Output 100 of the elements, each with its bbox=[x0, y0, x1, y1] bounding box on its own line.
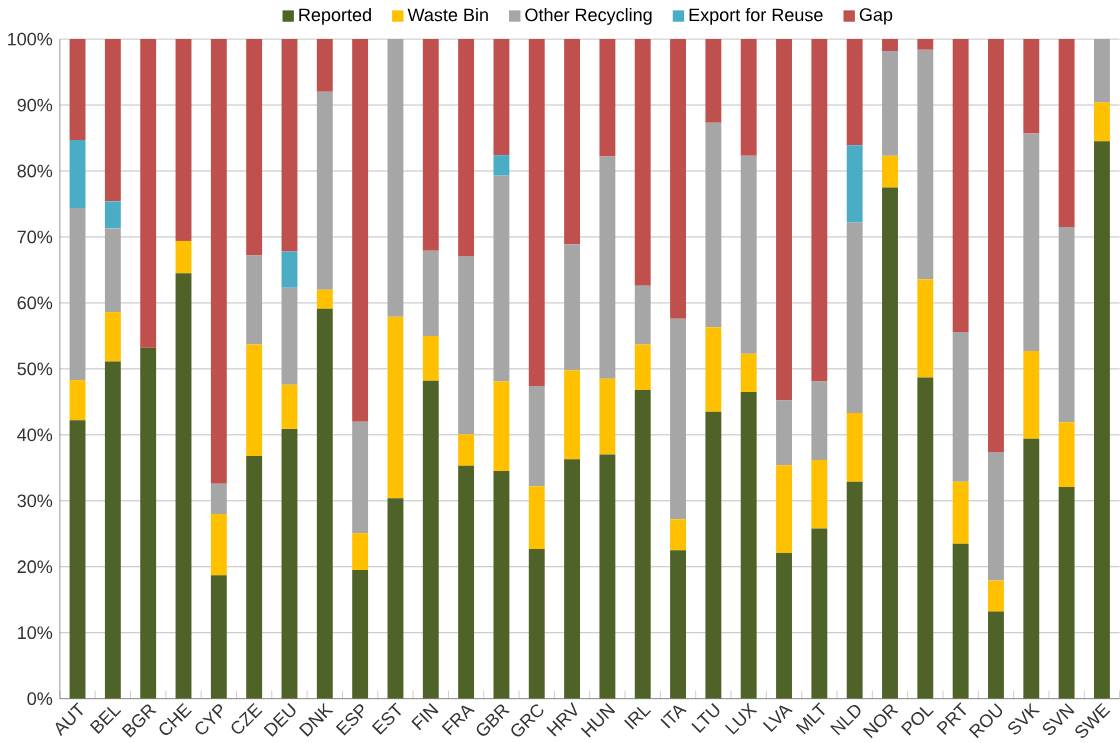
bar bbox=[281, 251, 298, 288]
bar bbox=[210, 513, 227, 576]
bar bbox=[988, 39, 1004, 452]
bar bbox=[281, 384, 298, 429]
bar bbox=[564, 370, 581, 460]
bar bbox=[776, 400, 792, 466]
bar bbox=[104, 361, 121, 699]
bar bbox=[776, 39, 792, 401]
bar bbox=[1093, 102, 1110, 142]
bar bbox=[175, 39, 192, 241]
bar bbox=[458, 465, 475, 699]
bar bbox=[1023, 133, 1040, 352]
x-tick-label: LTU bbox=[691, 703, 720, 733]
bar bbox=[352, 533, 369, 571]
bar bbox=[740, 155, 757, 354]
bar bbox=[846, 145, 863, 223]
bar bbox=[634, 344, 651, 390]
bar bbox=[387, 498, 404, 699]
bar bbox=[846, 39, 863, 146]
bar bbox=[599, 378, 616, 455]
legend-label: Waste Bin bbox=[407, 8, 488, 22]
bar bbox=[599, 454, 616, 699]
bar bbox=[493, 381, 510, 472]
bar bbox=[316, 289, 333, 309]
bar bbox=[1058, 39, 1075, 228]
x-tick-label: BEL bbox=[89, 706, 122, 734]
bar bbox=[917, 49, 934, 280]
bar bbox=[670, 39, 686, 319]
legend-label: Reported bbox=[299, 8, 371, 25]
bar bbox=[1058, 227, 1075, 423]
bar bbox=[210, 39, 227, 484]
bar bbox=[846, 413, 863, 482]
bar bbox=[705, 39, 722, 123]
x-tick-label: FRA bbox=[441, 705, 475, 736]
bar bbox=[104, 39, 121, 202]
y-tick-label: 100% bbox=[8, 32, 53, 46]
bar bbox=[69, 39, 86, 141]
bar bbox=[281, 428, 298, 699]
bar bbox=[493, 39, 510, 156]
bar bbox=[493, 175, 510, 382]
bar bbox=[387, 316, 404, 499]
bar bbox=[175, 273, 192, 699]
bar bbox=[316, 39, 333, 92]
bar bbox=[564, 459, 581, 699]
bar bbox=[634, 389, 651, 699]
bar bbox=[705, 122, 722, 328]
bar bbox=[210, 575, 227, 699]
bar bbox=[458, 434, 475, 466]
x-tick-label: IRL bbox=[624, 706, 652, 730]
legend-label: Gap bbox=[859, 8, 893, 25]
bar bbox=[882, 187, 898, 699]
bar bbox=[670, 550, 686, 699]
bar bbox=[988, 611, 1004, 699]
bar bbox=[1023, 39, 1040, 134]
bar bbox=[316, 91, 333, 290]
x-tick-label: FIN bbox=[411, 703, 439, 731]
y-tick-label: 70% bbox=[17, 230, 53, 244]
bar bbox=[69, 380, 86, 421]
bar bbox=[458, 256, 475, 435]
bar bbox=[740, 391, 757, 699]
bar bbox=[422, 250, 439, 336]
bar bbox=[175, 240, 192, 274]
bar bbox=[246, 344, 263, 456]
bar bbox=[988, 451, 1004, 581]
bar bbox=[1058, 422, 1075, 487]
legend-label: Other Recycling bbox=[525, 8, 652, 25]
bar bbox=[811, 528, 828, 699]
y-tick-label: 60% bbox=[17, 296, 53, 310]
bar bbox=[882, 155, 898, 188]
bar bbox=[422, 335, 439, 381]
bar bbox=[705, 411, 722, 699]
y-tick-label: 20% bbox=[17, 560, 53, 574]
bar bbox=[69, 207, 86, 381]
bar bbox=[846, 222, 863, 414]
bar bbox=[811, 381, 828, 460]
bar bbox=[564, 39, 581, 245]
x-tick-label: LVA bbox=[762, 705, 793, 733]
bar bbox=[599, 156, 616, 379]
bar bbox=[1093, 141, 1110, 699]
bar bbox=[458, 39, 475, 257]
bar bbox=[104, 201, 121, 229]
bar bbox=[705, 327, 722, 412]
bar bbox=[634, 285, 651, 345]
y-tick-label: 10% bbox=[18, 626, 53, 640]
bar bbox=[952, 481, 969, 544]
bar bbox=[1058, 486, 1075, 699]
bar bbox=[493, 471, 510, 699]
bar bbox=[422, 380, 439, 699]
bar bbox=[104, 228, 121, 313]
bar bbox=[69, 140, 86, 208]
bar bbox=[69, 420, 86, 699]
y-tick-label: 30% bbox=[17, 494, 53, 508]
bar bbox=[952, 39, 969, 332]
bar bbox=[1023, 438, 1040, 699]
bar bbox=[740, 353, 757, 392]
bar bbox=[988, 580, 1004, 612]
y-tick-label: 50% bbox=[17, 362, 53, 376]
bar bbox=[246, 39, 263, 256]
bar bbox=[740, 39, 757, 156]
x-tick-label: POL bbox=[900, 707, 934, 736]
